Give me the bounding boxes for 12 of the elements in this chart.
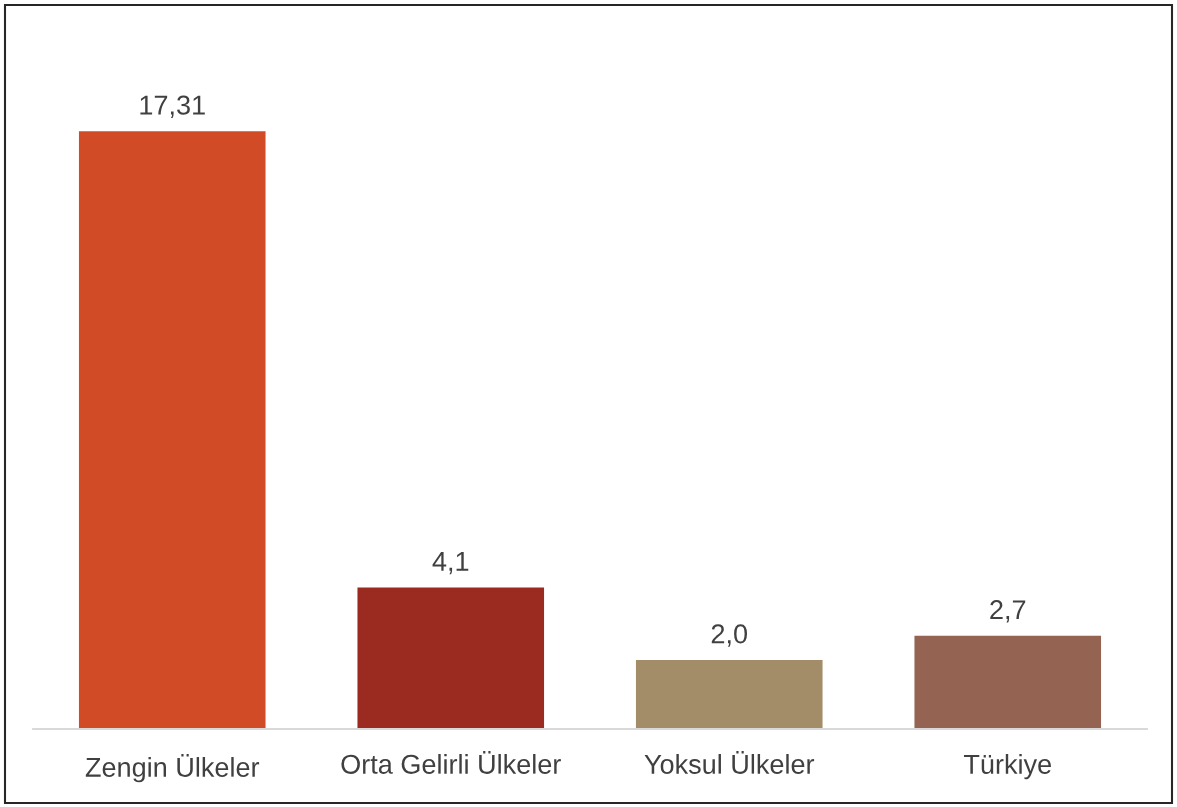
data-label: 2,7 <box>990 600 1026 623</box>
bar <box>357 587 545 729</box>
x-tick-label: Zengin Ülkeler <box>85 754 260 783</box>
bar <box>78 131 266 729</box>
data-label: 4,1 <box>432 552 469 575</box>
bar <box>914 635 1102 729</box>
x-tick-label: Yoksul Ülkeler <box>644 750 815 774</box>
x-tick-label: Orta Gelirli Ülkeler <box>341 750 561 774</box>
data-label: 2,0 <box>711 624 748 647</box>
data-label: 17,31 <box>140 95 205 118</box>
x-tick-label: Türkiye <box>963 754 1051 780</box>
bar <box>635 659 823 729</box>
